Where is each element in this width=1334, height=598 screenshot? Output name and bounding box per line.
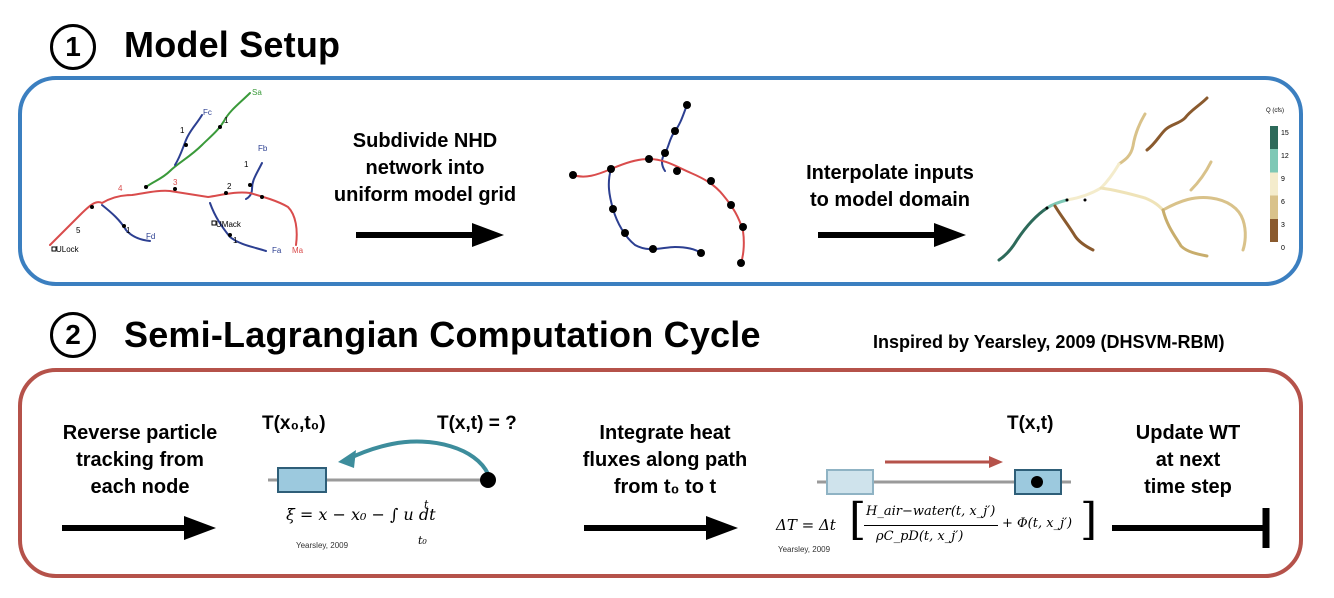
grid-river-red <box>572 157 745 264</box>
flow-light <box>1065 162 1121 202</box>
integrate-arrow <box>584 516 738 540</box>
svg-text:2: 2 <box>227 182 232 191</box>
colorbar-tick: 15 <box>1281 130 1289 137</box>
svg-text:1: 1 <box>233 236 238 245</box>
colorbar-tick: 12 <box>1281 153 1289 160</box>
heat-flux-schematic <box>817 456 1071 495</box>
eq2-bracket-close: ] <box>1080 494 1098 545</box>
eq2-tail: + Φ(t, x_j′) <box>1002 516 1073 531</box>
label-fa: Fa <box>272 246 282 255</box>
inspiration-credit: Inspired by Yearsley, 2009 (DHSVM-RBM) <box>873 332 1225 352</box>
grid-river-blue-top <box>661 104 688 172</box>
nhd-network-diagram: Sa Fc Fb Fd Fa Ma ULock UMack 1 1 1 1 1 … <box>49 88 304 255</box>
svg-text:3: 3 <box>173 178 178 187</box>
equation-2-citation: Yearsley, 2009 <box>778 545 831 554</box>
grid-river-blue-bottom <box>607 168 702 254</box>
colorbar <box>1270 126 1278 242</box>
equation-delta-T: ΔT = Δt <box>776 516 836 534</box>
start-box-faded <box>826 469 874 495</box>
eq2-numerator: H_air−water(t, x_j′) <box>866 504 996 519</box>
interpolate-step-text: Interpolate inputs to model domain <box>806 162 974 211</box>
colorbar-tick: 6 <box>1281 199 1285 206</box>
svg-text:5: 5 <box>76 226 81 235</box>
subdivide-step-text: Subdivide NHD network into uniform model… <box>333 130 517 206</box>
flow-tan-a <box>1117 112 1147 166</box>
label-ma: Ma <box>292 246 304 255</box>
section-1-title: Model Setup <box>124 24 341 65</box>
river-green <box>145 92 251 188</box>
subdivide-arrow <box>356 223 504 247</box>
equation-xi: ξ = x − x₀ − ∫ u dt <box>286 505 436 524</box>
reverse-tracking-text: Reverse particle tracking from each node <box>62 422 218 498</box>
river-blue-fc <box>174 114 203 166</box>
computation-cycle-panel <box>18 368 1303 578</box>
equation-xi-upper: t <box>424 498 429 511</box>
update-end-marker <box>1112 508 1270 548</box>
svg-text:1: 1 <box>244 160 249 169</box>
flow-dark <box>997 206 1049 262</box>
integrate-fluxes-text: Integrate heat fluxes along path from t₀… <box>582 422 748 498</box>
colorbar-tick: 0 <box>1281 245 1285 252</box>
flow-network-diagram <box>997 96 1247 262</box>
colorbar-tick: 3 <box>1281 222 1285 229</box>
eq2-denominator: ρC_pD(t, x_j′) <box>876 529 964 544</box>
colorbar-tick: 9 <box>1281 176 1285 183</box>
particle-tracking-schematic <box>268 439 496 493</box>
label-umack: UMack <box>216 220 242 229</box>
equation-1-citation: Yearsley, 2009 <box>296 541 349 550</box>
svg-text:4: 4 <box>118 184 123 193</box>
origin-box <box>277 467 327 493</box>
flow-mint <box>1045 198 1069 210</box>
eq2-fraction-bar <box>864 525 998 526</box>
label-sa: Sa <box>252 88 262 97</box>
flow-trib-tan-b <box>1189 160 1213 192</box>
backtrack-arrow <box>345 439 490 475</box>
t-origin-label: T(x₀,t₀) <box>262 413 326 434</box>
colorbar-label: Q (cfs) <box>1266 108 1284 114</box>
flow-main-tan <box>1099 186 1165 212</box>
model-grid-diagram <box>569 101 747 267</box>
river-blue-fb <box>245 162 263 200</box>
equation-xi-lower: t₀ <box>418 534 427 547</box>
river-red-mainstem <box>49 189 298 246</box>
section-1-number: 1 <box>50 24 96 70</box>
interpolate-arrow <box>818 223 966 247</box>
reverse-tracking-arrow <box>62 516 216 540</box>
section-2-number: 2 <box>50 312 96 358</box>
svg-text:1: 1 <box>126 226 131 235</box>
label-fc: Fc <box>203 108 212 117</box>
eq2-bracket: [ <box>849 494 867 545</box>
t-unknown-label: T(x,t) = ? <box>437 413 517 434</box>
river-blue-fd <box>101 204 151 242</box>
node-dot <box>480 472 496 488</box>
flow-trib-tan <box>1161 196 1247 252</box>
svg-text:1: 1 <box>180 126 185 135</box>
label-ulock: ULock <box>56 245 80 254</box>
section-2-title: Semi-Lagrangian Computation Cycle <box>124 314 761 355</box>
flow-trib-low <box>1161 208 1209 258</box>
flow-brown-left <box>1053 204 1095 252</box>
label-fd: Fd <box>146 232 155 241</box>
update-wt-text: Update WT at next time step <box>1135 422 1241 498</box>
flow-brown-top <box>1145 96 1209 152</box>
model-setup-panel <box>18 76 1303 286</box>
t-final-label: T(x,t) <box>1007 413 1054 434</box>
label-fb: Fb <box>258 144 268 153</box>
svg-text:1: 1 <box>224 116 229 125</box>
